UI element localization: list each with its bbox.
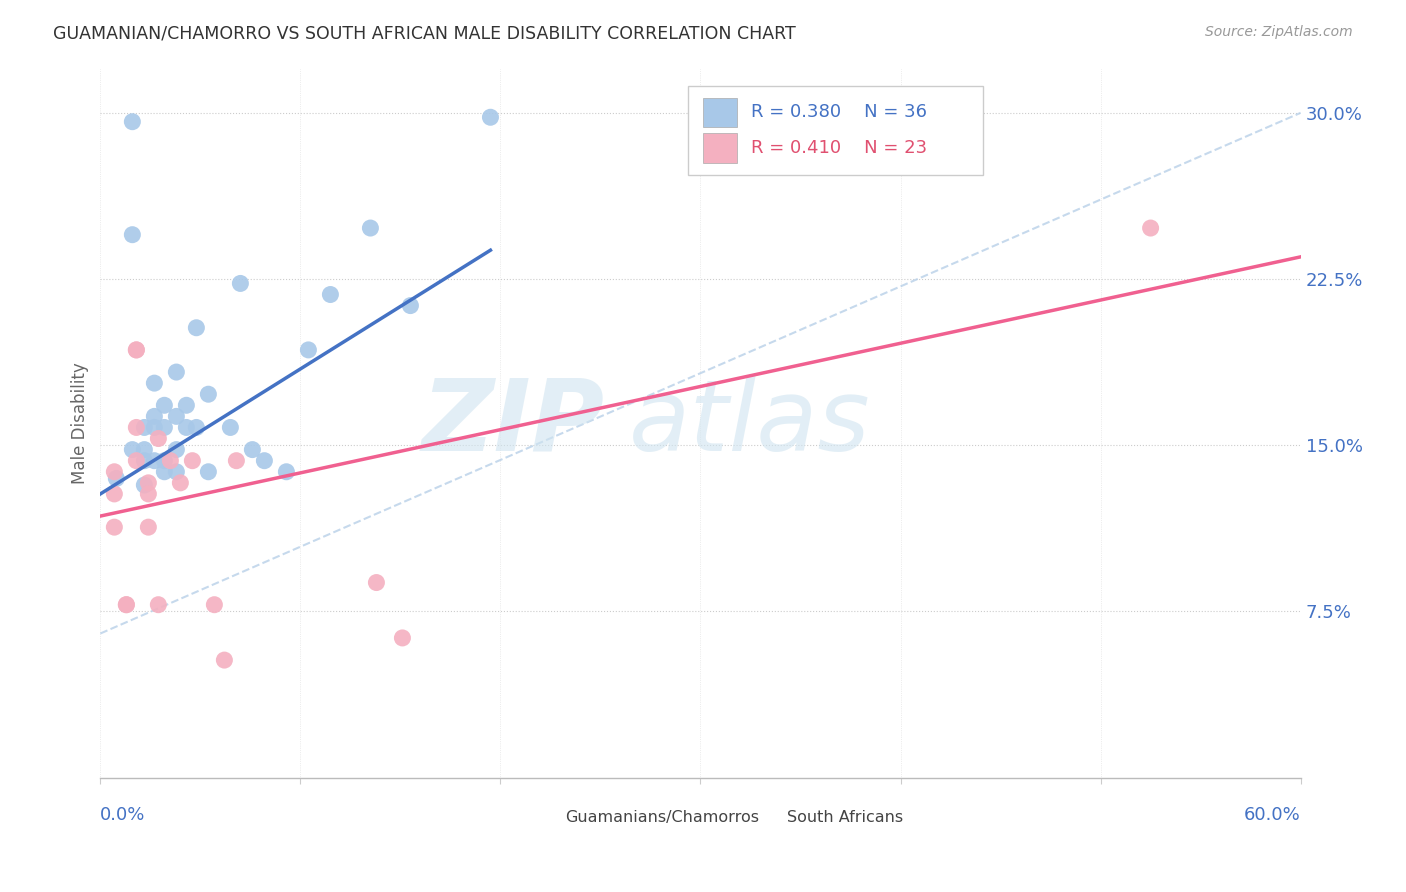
Point (115, 598, 138, 612)
Point (153, 453, 176, 467)
Point (121, 227, 143, 242)
Point (134, 478, 156, 492)
Point (276, 465, 298, 479)
Text: South Africans: South Africans (787, 810, 903, 825)
Point (165, 442, 187, 457)
Point (297, 343, 319, 357)
Point (103, 487, 125, 501)
Point (229, 277, 252, 291)
Point (143, 420, 166, 434)
Point (134, 442, 156, 457)
Point (105, 471, 128, 485)
Bar (703, 97, 737, 128)
Point (138, 475, 160, 490)
Point (219, 420, 242, 434)
Point (148, 598, 170, 612)
Point (125, 343, 148, 357)
Point (121, 442, 143, 457)
Text: Guamanians/Chamorros: Guamanians/Chamorros (565, 810, 759, 825)
Point (103, 465, 125, 479)
Point (197, 387, 219, 401)
Point (103, 520, 125, 534)
Point (165, 465, 187, 479)
Point (125, 420, 148, 434)
Point (134, 453, 156, 467)
Point (138, 520, 160, 534)
Point (153, 465, 176, 479)
Point (165, 365, 187, 379)
Text: 60.0%: 60.0% (1244, 805, 1301, 824)
Point (186, 320, 208, 334)
Point (153, 420, 176, 434)
Point (225, 453, 247, 467)
Text: R = 0.380    N = 36: R = 0.380 N = 36 (751, 103, 927, 121)
Point (202, 598, 225, 612)
Point (134, 420, 156, 434)
Point (125, 343, 148, 357)
Point (143, 453, 166, 467)
Text: atlas: atlas (628, 375, 870, 472)
Point (159, 453, 181, 467)
Point (176, 398, 198, 412)
Point (176, 420, 198, 434)
Text: GUAMANIAN/CHAMORRO VS SOUTH AFRICAN MALE DISABILITY CORRELATION CHART: GUAMANIAN/CHAMORRO VS SOUTH AFRICAN MALE… (53, 25, 796, 43)
Point (148, 432, 170, 446)
Bar (703, 133, 737, 163)
Point (319, 287, 342, 301)
Point (125, 453, 148, 467)
Point (165, 409, 187, 424)
Point (121, 114, 143, 128)
Point (143, 376, 166, 391)
Point (391, 631, 413, 645)
Text: Source: ZipAtlas.com: Source: ZipAtlas.com (1205, 25, 1353, 39)
Point (115, 598, 138, 612)
Point (169, 475, 191, 490)
Point (242, 442, 264, 457)
Text: R = 0.410    N = 23: R = 0.410 N = 23 (751, 139, 927, 157)
Point (143, 409, 166, 424)
Point (479, 110, 502, 124)
Point (153, 398, 176, 412)
Point (399, 299, 422, 313)
Point (197, 465, 219, 479)
Bar (755, 807, 780, 827)
Point (181, 453, 204, 467)
Point (138, 487, 160, 501)
Bar (689, 87, 983, 175)
Point (253, 453, 276, 467)
Text: ZIP: ZIP (422, 375, 605, 472)
Point (1139, 221, 1161, 235)
Point (359, 221, 381, 235)
Point (186, 420, 208, 434)
Text: 0.0%: 0.0% (100, 805, 146, 824)
Y-axis label: Male Disability: Male Disability (72, 362, 89, 483)
Point (366, 575, 388, 590)
Point (214, 653, 236, 667)
Bar (533, 807, 558, 827)
